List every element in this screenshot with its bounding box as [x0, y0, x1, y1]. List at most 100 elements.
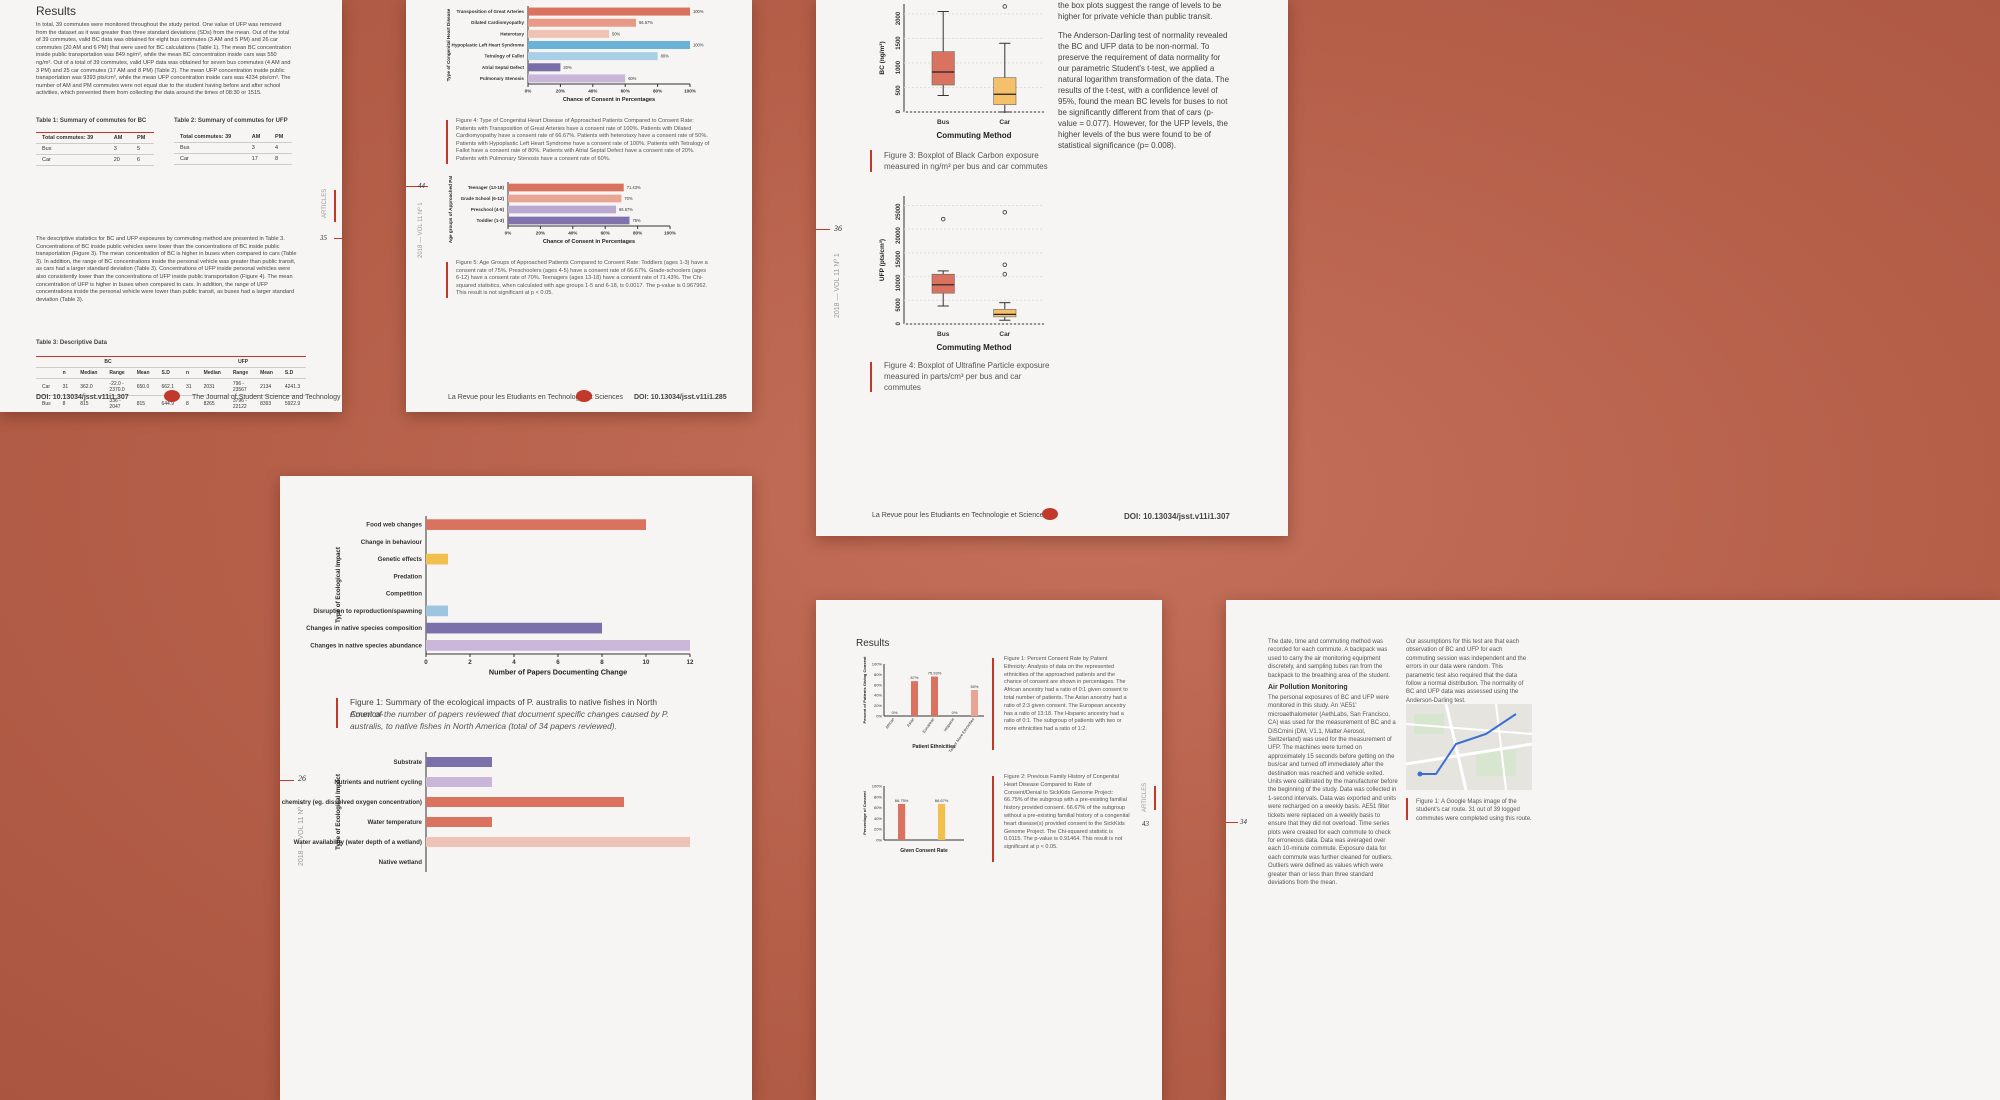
value-label: 67% [910, 675, 918, 680]
y-axis-title: Type of Ecological Impact [335, 547, 342, 623]
category-label: Genetic effects [378, 556, 423, 563]
table1-head: AM [107, 132, 132, 144]
page-34: The date, time and commuting method was … [1226, 600, 2000, 1100]
category-label: Dilated Cardiomyopathy [471, 20, 524, 25]
bar [426, 757, 492, 767]
chart-ecological-impacts-2: Substrate Nutrients and nutrient cycling W… [280, 752, 690, 872]
x-tick-label: 8 [600, 659, 604, 666]
table3-cell: 4241.3 [278, 378, 307, 396]
category-label: Nutrients and nutrient cycling [334, 779, 422, 786]
map-caption: Figure 1: A Google Maps image of the stu… [1416, 799, 1532, 822]
chart-ethnicity: 0%20%40%60%80%100%0%African67%Asian75.93… [862, 656, 984, 754]
x-tick-label: 0 [424, 659, 428, 666]
y-axis-title: Type of Ecological Impact [335, 774, 342, 850]
category-label: Preschool (4-5) [471, 207, 505, 212]
value-label: 70% [624, 196, 633, 201]
bar [528, 7, 690, 16]
table2-cell: 8 [269, 153, 292, 165]
section-label: ARTICLES [322, 188, 328, 218]
x-tick-label: 12 [687, 659, 694, 666]
bar [426, 553, 448, 565]
table2-cell: 17 [245, 153, 270, 165]
table3-cell: 8 [56, 395, 75, 412]
table3-cell: 8 [180, 395, 198, 412]
journal-logo-icon [1042, 508, 1058, 520]
monitoring-text: The personal exposures of BC and UFP wer… [1268, 695, 1398, 886]
value-label: 71.43% [627, 185, 641, 190]
outlier-point [940, 216, 946, 222]
table3-cell: 2134 [254, 378, 279, 396]
table3-cell: 650.0 [130, 378, 156, 396]
section-label: ARTICLES [1142, 782, 1148, 812]
bar [528, 29, 609, 38]
figure4-caption: Figure 4: Boxplot of Ultrafine Particle … [884, 361, 1050, 392]
margin-marker [1154, 786, 1156, 810]
table1: Total commutes: 39 AM PM Bus 3 5 Car 20 6 [36, 132, 154, 166]
results-heading: Results [856, 638, 890, 649]
x-tick-label: 20% [536, 231, 545, 236]
outlier-point [1002, 209, 1008, 215]
table1-cell: 6 [131, 154, 154, 166]
table3-cell: 8393 [254, 395, 279, 412]
map-image [1406, 704, 1532, 790]
results-paragraph: In total, 39 commutes were monitored thr… [36, 22, 291, 97]
page-26: 0 2 4 6 8 10 12 Food web changes Change in behav… [280, 476, 752, 1100]
table3: BC UFP n Median Range Mean S.D n Median Range Me… [36, 356, 307, 412]
category-label: Water availability (water depth of a wet… [294, 839, 422, 846]
table1-title: Table 1: Summary of commutes for BC [36, 118, 147, 124]
table3-head: Median [74, 367, 104, 379]
category-label: Predation [393, 573, 422, 580]
bar [426, 622, 602, 634]
y-axis-title: Type of Congenital Heart Disease [446, 8, 451, 81]
x-axis-title: Chance of Consent in Percentages [563, 97, 655, 103]
x-tick-label: 60% [621, 89, 630, 94]
table2: Total commutes: 39 AM PM Bus 3 4 Car 17 8 [174, 132, 292, 165]
value-label: 80% [661, 54, 670, 59]
table3-head [36, 367, 57, 379]
x-axis-title: Commuting Method [936, 343, 1011, 352]
value-label: 50% [612, 31, 621, 36]
table2-cell: 3 [245, 142, 270, 154]
category-label: Water temperature [368, 819, 423, 826]
value-label: 75.93% [928, 671, 942, 676]
bar [528, 52, 658, 61]
descriptive-paragraph: The descriptive statistics for BC and UF… [36, 236, 297, 303]
value-label: 66.67% [639, 20, 653, 25]
category-label: Asian [905, 717, 915, 728]
chart-family-history: 0% 20% 40% 60% 80% 100% 66.75% 66.67% Given Cons… [862, 784, 964, 854]
caption-marker [446, 120, 448, 164]
category-label: Heterotaxy [500, 31, 524, 36]
y-tick-label: 20% [874, 703, 882, 708]
value-label: 20% [563, 65, 572, 70]
doi: DOI: 10.13034/jsst.v11i1.307 [1124, 512, 1230, 521]
bar [898, 803, 906, 840]
category-label: Teenager (13-18) [468, 185, 505, 190]
x-axis-title: Commuting Method [936, 131, 1011, 140]
category-label: Transposition of Great Arteries [457, 9, 525, 14]
table3-cell: 5922.9 [278, 395, 307, 412]
bar [426, 605, 448, 617]
bar [508, 216, 630, 225]
x-tick-label: 2 [468, 659, 472, 666]
table3-head: Range [226, 367, 255, 379]
y-tick-label: 1500 [896, 36, 902, 50]
value-label: 75% [633, 218, 642, 223]
category-label: Substrate [393, 759, 422, 766]
bar [426, 797, 624, 807]
value-label: 66.75% [895, 798, 909, 803]
figure2-caption: Figure 2: Previous Family History of Con… [1004, 774, 1130, 851]
bar [938, 803, 946, 840]
y-tick-label: 60% [874, 682, 882, 687]
x-tick-label: Bus [937, 119, 950, 126]
box [993, 77, 1017, 105]
x-tick-label: Car [999, 119, 1010, 126]
category-label: Toddler (1-3) [477, 218, 505, 223]
table3-title: Table 3: Descriptive Data [36, 340, 107, 346]
box [931, 51, 955, 86]
chart-heart-disease: 0% 20% 40% 60% 80% 100% Transposition of Great… [446, 6, 704, 103]
y-axis-title: BC (ng/m³) [879, 41, 886, 74]
chart-age-groups: 0% 20% 40% 60% 80% 100% Teenager (13-18) 71.43%… [448, 176, 676, 245]
table3-cell: 362.0 [74, 378, 104, 396]
bar [426, 519, 646, 530]
journal-logo-icon [164, 390, 180, 402]
